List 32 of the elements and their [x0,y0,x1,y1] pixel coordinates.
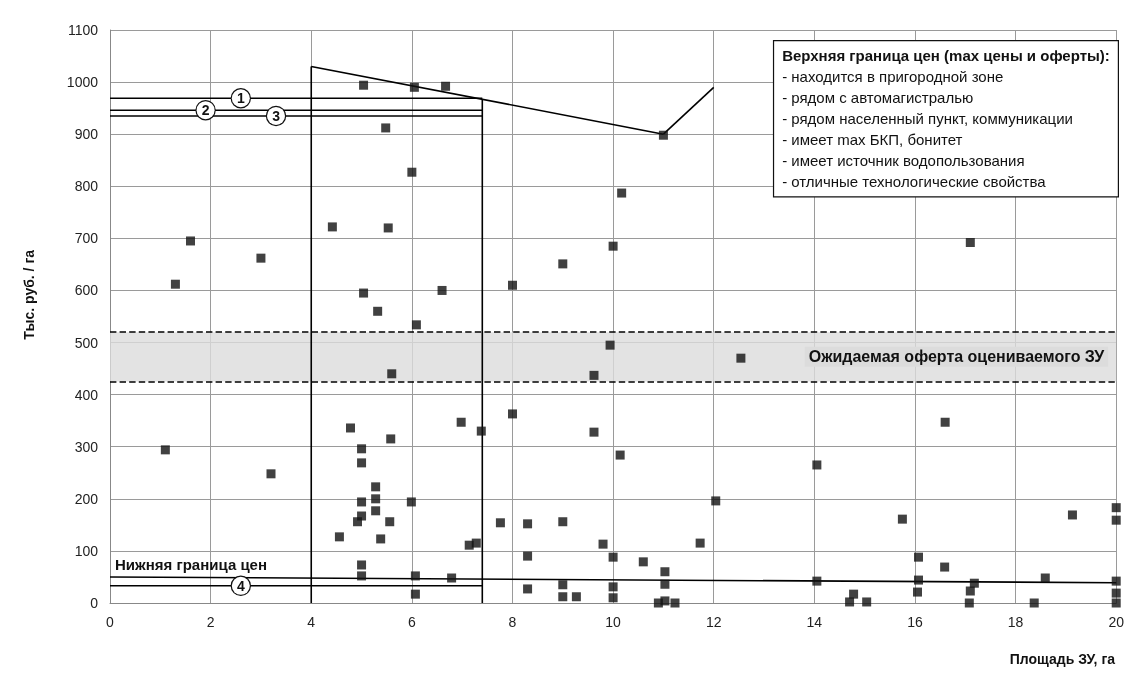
y-tick-label: 500 [74,334,99,351]
y-tick-label: 400 [74,386,99,403]
x-tick-label: 10 [605,614,622,630]
y-tick-label: 600 [74,282,99,299]
annotation: Верхняя граница цен (max цены и оферты): - находится в пригородной зоне - рядом с автомагистралью - рядом населенный пункт, коммуникации - имеет max БКП, бонитет - имеет источник водопользования - отличные технологические свойства [782,47,1110,191]
annotation: Нижняя граница цен [115,555,268,573]
y-tick-label: 1100 [67,22,99,38]
x-tick-label: 8 [508,614,517,630]
x-tick-label: 2 [206,614,215,630]
x-tick-label: 0 [106,614,115,630]
x-tick-label: 18 [1007,614,1024,630]
x-tick-label: 12 [705,614,722,630]
band-label: Ожидаемая оферта оцениваемого ЗУ [808,348,1106,366]
y-axis-title: Тыс. руб. / га [21,249,37,340]
y-tick-label: 1000 [66,74,99,91]
x-tick-label: 16 [907,614,923,630]
annotation: 4 [236,577,245,594]
y-tick-label: 0 [90,595,99,611]
x-tick-label: 20 [1108,614,1125,630]
y-tick-label: 100 [74,542,99,559]
y-tick-label: 200 [74,490,99,507]
x-tick-label: 4 [307,614,316,630]
y-tick-label: 800 [74,178,99,195]
annotation: 1 [236,90,245,107]
x-axis-title: Площадь ЗУ, га [1009,651,1116,667]
y-tick-label: 900 [74,126,99,143]
annotation: 2 [201,102,210,119]
y-tick-label: 300 [74,438,99,455]
y-tick-label: 700 [74,230,99,247]
annotation: 3 [272,107,281,124]
x-tick-label: 14 [806,614,823,630]
x-tick-label: 6 [407,614,416,630]
